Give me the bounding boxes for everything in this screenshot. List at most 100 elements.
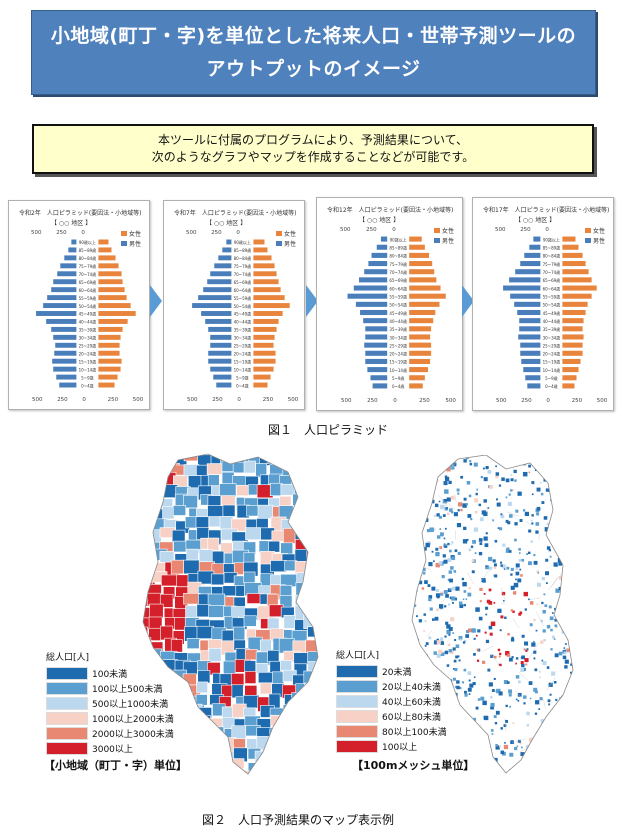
mesh-cell [535,530,539,534]
map-area-cell [329,587,338,598]
mesh-cell [510,609,513,612]
boundary-line [446,463,455,474]
mesh-cell [467,628,472,633]
map-area-cell [316,473,318,487]
mesh-cell [443,537,446,540]
mesh-cell [449,588,452,591]
mesh-cell [495,690,498,693]
mesh-cell [551,745,556,750]
map-area-cell [268,540,280,553]
mesh-cell [513,462,517,466]
mesh-cell [578,746,582,750]
map-area-cell [210,573,225,586]
mesh-cell [551,671,556,676]
map-area-cell [333,498,338,510]
mesh-cell [457,502,463,507]
age-label: 85~89歳 [79,247,97,253]
legend-item: 500以上1000未満 [46,696,174,711]
map-area-cell [295,454,309,464]
mesh-cell [412,489,415,492]
male-bar [521,358,541,364]
male-bar [208,350,232,356]
male-bar [364,269,388,275]
mesh-cell [564,466,569,471]
female-bar [562,236,576,242]
map-area-cell [327,620,338,633]
mesh-cell [445,621,449,625]
female-bar [409,236,422,242]
mesh-cell [545,571,550,576]
map-area-cell [257,504,274,519]
mesh-cell [454,639,457,642]
male-bar [359,277,388,283]
mesh-cell [468,548,472,552]
mesh-cell [567,579,570,582]
mesh-cell [553,525,558,529]
map-area-cell [146,772,165,774]
mesh-cell [531,522,534,525]
mesh-cell [557,483,560,486]
mesh-cell [526,648,529,651]
age-label: 55~59歳 [79,295,97,301]
mesh-cell [438,455,442,459]
mesh-cell [560,513,564,517]
map-area-cell [208,647,222,662]
mesh-cell [430,462,433,465]
mesh-cell [455,739,459,743]
mesh-cell [572,514,573,517]
mesh-cell [427,584,431,587]
mesh-cell [444,498,447,502]
legend-label: 60以上80未満 [382,713,441,723]
age-label: 25~29歳 [234,343,252,349]
mesh-cell [475,706,479,710]
map-area-cell [280,483,296,496]
mesh-cell [428,597,432,602]
mesh-cell [434,616,439,621]
mesh-cell [558,562,563,566]
mesh-cell [524,608,527,611]
age-label: 15~19歳 [234,358,252,364]
mesh-cell [520,656,523,659]
map-area-cell [244,660,257,674]
map-area-cell [295,759,308,773]
mesh-cell [425,642,429,646]
mesh-cell [513,458,517,462]
mesh-cell [459,604,464,609]
mesh-cell [438,470,441,473]
age-label: 20~24歳 [543,351,561,357]
mesh-cell [455,586,460,591]
mesh-cell [433,651,437,655]
map-area-cell [257,672,274,684]
female-bar [98,382,115,388]
map-area-cell [208,516,222,528]
mesh-cell [484,543,489,548]
mesh-cell [564,665,568,669]
boundary-line [443,501,448,511]
map-area-cell [317,505,318,522]
mesh-cell [522,471,528,477]
mesh-cell [556,469,558,472]
map-1-unit-label: 【小地域（町丁・字）単位】 [44,759,187,772]
mesh-cell [431,618,435,621]
mesh-cell [488,566,493,570]
mesh-cell [464,639,467,643]
male-bar [533,236,541,242]
female-bar [98,318,128,324]
mesh-cell [409,515,412,518]
mesh-cell [575,518,578,521]
mesh-cell [554,463,560,468]
legend-male-swatch [276,241,282,246]
boundary-line [481,646,494,652]
mesh-cell [577,577,579,579]
mesh-cell [438,500,441,503]
map-area-cell [291,461,305,472]
mesh-cell [446,629,451,635]
mesh-cell [571,488,573,492]
mesh-cell [549,555,552,558]
mesh-cell [541,456,546,462]
mesh-cell [451,586,456,591]
map-area-cell [171,529,186,543]
mesh-cell [563,695,565,698]
map-area-cell [161,574,179,587]
mesh-cell [565,484,570,489]
